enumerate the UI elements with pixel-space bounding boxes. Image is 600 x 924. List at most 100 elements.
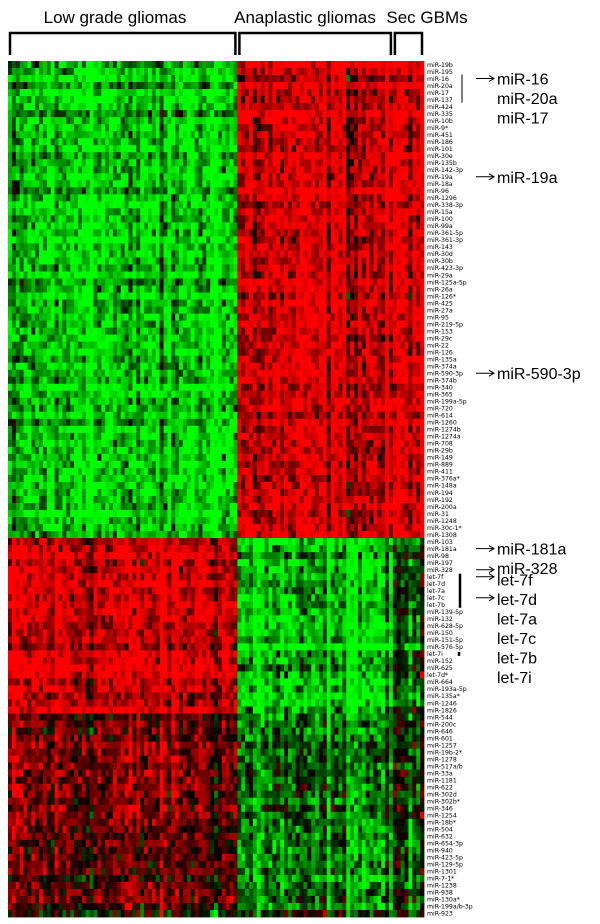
- heat-cell: [62, 103, 67, 111]
- heat-cell: [128, 278, 133, 286]
- heat-cell: [85, 292, 91, 300]
- heat-cell: [260, 159, 265, 167]
- heat-cell: [81, 229, 87, 237]
- heat-cell: [385, 159, 390, 167]
- heat-cell: [319, 257, 324, 265]
- heat-cell: [112, 355, 118, 364]
- heat-cell: [272, 271, 277, 279]
- heat-cell: [291, 348, 297, 357]
- heat-cell: [35, 124, 40, 132]
- heat-cell: [295, 264, 300, 272]
- heat-cell: [93, 96, 98, 104]
- heat-cell: [233, 75, 238, 83]
- heat-cell: [120, 187, 126, 195]
- heat-cell: [101, 376, 106, 385]
- heat-cell: [50, 110, 56, 118]
- heat-cell: [319, 355, 324, 364]
- heat-cell: [373, 229, 378, 237]
- heat-cell: [186, 257, 192, 265]
- heat-cell: [373, 271, 378, 279]
- heat-cell: [214, 89, 219, 97]
- heat-cell: [280, 292, 285, 300]
- heat-cell: [8, 159, 13, 167]
- heat-cell: [128, 285, 133, 293]
- heat-cell: [77, 292, 83, 300]
- heat-cell: [163, 320, 168, 329]
- heat-cell: [77, 320, 83, 329]
- heat-cell: [140, 138, 145, 146]
- heat-cell: [50, 96, 56, 104]
- heat-cell: [252, 383, 258, 392]
- heat-cell: [241, 334, 246, 343]
- heat-cell: [163, 159, 168, 167]
- heat-cell: [70, 166, 75, 174]
- heat-cell: [241, 278, 246, 286]
- heat-cell: [400, 222, 405, 230]
- heat-cell: [93, 355, 98, 364]
- heat-cell: [27, 145, 32, 153]
- heat-cell: [420, 89, 425, 97]
- heat-cell: [50, 68, 56, 76]
- heat-cell: [147, 306, 153, 314]
- heat-cell: [260, 250, 265, 258]
- heat-cell: [284, 75, 289, 83]
- heat-cell: [171, 229, 176, 237]
- heat-cell: [112, 82, 118, 90]
- heat-cell: [27, 68, 32, 76]
- heat-cell: [276, 75, 281, 83]
- heat-cell: [412, 313, 417, 322]
- heat-cell: [66, 327, 71, 336]
- heat-cell: [284, 187, 289, 195]
- heat-cell: [120, 306, 126, 314]
- heat-cell: [112, 229, 118, 237]
- heat-cell: [198, 131, 203, 139]
- heat-cell: [101, 278, 106, 286]
- heat-cell: [77, 96, 83, 104]
- heat-cell: [116, 201, 122, 209]
- heat-cell: [42, 320, 48, 329]
- heat-cell: [62, 369, 67, 378]
- heat-cell: [280, 82, 285, 90]
- heat-cell: [74, 313, 79, 322]
- heat-cell: [186, 180, 192, 188]
- heat-cell: [163, 187, 168, 195]
- heat-cell: [8, 138, 13, 146]
- heat-cell: [171, 166, 176, 174]
- heat-cell: [342, 278, 347, 286]
- heat-cell: [8, 376, 13, 385]
- heat-cell: [151, 271, 157, 279]
- heat-cell: [77, 89, 83, 97]
- heat-cell: [284, 222, 289, 230]
- heat-cell: [249, 103, 254, 111]
- heat-cell: [408, 313, 413, 322]
- heat-cell: [62, 96, 67, 104]
- heat-cell: [151, 362, 157, 371]
- heat-cell: [163, 75, 168, 83]
- heat-cell: [322, 229, 328, 237]
- heat-cell: [202, 327, 207, 336]
- heat-cell: [155, 292, 161, 300]
- heat-cell: [272, 257, 277, 265]
- heat-cell: [420, 250, 425, 258]
- heat-cell: [326, 201, 332, 209]
- heat-cell: [291, 117, 297, 125]
- heat-cell: [8, 194, 13, 202]
- heat-cell: [116, 369, 122, 378]
- heat-cell: [322, 103, 328, 111]
- heat-cell: [66, 68, 71, 76]
- heat-cell: [377, 271, 382, 279]
- heat-cell: [233, 145, 238, 153]
- heat-cell: [280, 124, 285, 132]
- heat-cell: [206, 145, 211, 153]
- heat-cell: [233, 236, 238, 244]
- heat-cell: [112, 299, 118, 307]
- heat-cell: [322, 166, 328, 174]
- heat-cell: [124, 194, 129, 202]
- heat-cell: [120, 180, 126, 188]
- heat-cell: [408, 201, 413, 209]
- heat-cell: [97, 250, 102, 258]
- heat-cell: [136, 271, 141, 279]
- heat-cell: [42, 264, 48, 272]
- heat-cell: [11, 117, 17, 125]
- heat-cell: [11, 138, 17, 146]
